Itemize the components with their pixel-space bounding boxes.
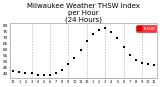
Point <box>36 74 39 75</box>
Point <box>104 27 106 29</box>
Point <box>30 73 33 74</box>
Point <box>61 69 64 70</box>
Point <box>110 31 112 32</box>
Point <box>18 72 21 73</box>
Title: Milwaukee Weather THSW Index
per Hour
(24 Hours): Milwaukee Weather THSW Index per Hour (2… <box>27 3 140 23</box>
Point <box>55 73 57 74</box>
Point <box>141 62 143 63</box>
Point <box>12 70 14 72</box>
Point <box>98 30 100 31</box>
Legend: THSW: THSW <box>136 25 156 32</box>
Point <box>67 63 70 65</box>
Point <box>36 74 39 75</box>
Point <box>30 73 33 74</box>
Point <box>110 31 112 32</box>
Point <box>18 72 21 73</box>
Point <box>153 64 155 66</box>
Point <box>49 74 51 75</box>
Point <box>43 74 45 75</box>
Point <box>147 63 149 65</box>
Point <box>104 27 106 29</box>
Point <box>122 46 125 48</box>
Point <box>12 70 14 72</box>
Point <box>122 46 125 48</box>
Point <box>92 33 94 35</box>
Point <box>73 57 76 59</box>
Point <box>116 37 119 38</box>
Point <box>153 64 155 66</box>
Point <box>128 55 131 56</box>
Point <box>49 74 51 75</box>
Point <box>43 74 45 75</box>
Point <box>79 49 82 50</box>
Point <box>24 73 27 74</box>
Point <box>92 33 94 35</box>
Point <box>24 73 27 74</box>
Point <box>98 30 100 31</box>
Point <box>141 62 143 63</box>
Point <box>135 60 137 61</box>
Point <box>61 69 64 70</box>
Point <box>73 57 76 59</box>
Point <box>135 60 137 61</box>
Point <box>147 63 149 65</box>
Point <box>67 63 70 65</box>
Point <box>116 37 119 38</box>
Point <box>79 49 82 50</box>
Point <box>85 40 88 42</box>
Point <box>85 40 88 42</box>
Point <box>55 73 57 74</box>
Point <box>128 55 131 56</box>
